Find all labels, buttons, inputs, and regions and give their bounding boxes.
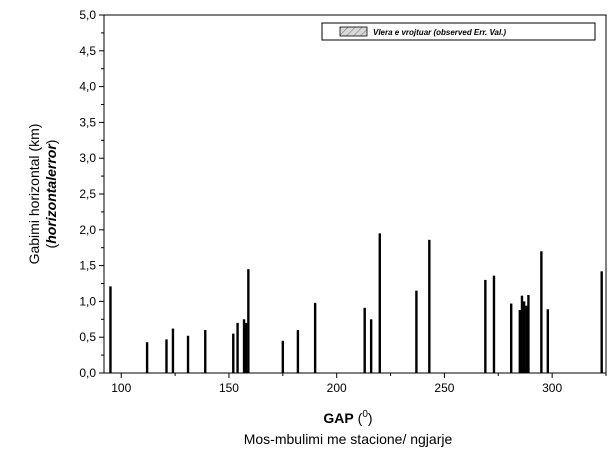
y-axis-title: Gabimi horizontal (km) (horizontalerror) <box>26 124 59 265</box>
bar <box>242 319 246 373</box>
legend: Vlera e vrojtuar (observed Err. Val.) <box>321 22 596 41</box>
y-tick-label: 5,0 <box>79 8 96 22</box>
bar <box>546 309 550 373</box>
bar <box>415 290 418 373</box>
bars-group <box>109 233 603 373</box>
x-tick-label: 250 <box>434 381 454 395</box>
bar <box>186 335 190 373</box>
bar <box>313 302 317 373</box>
bar <box>522 301 526 373</box>
bar <box>527 294 530 373</box>
bar <box>232 333 235 373</box>
x-tick-label: 100 <box>111 381 131 395</box>
bar <box>109 286 112 373</box>
bar <box>247 269 250 373</box>
y-axis: 0,0 0,5 1,0 1,5 2,0 2,5 3,0 3,5 4,0 4,5 5,0 <box>79 8 104 380</box>
x-tick-label: 300 <box>542 381 562 395</box>
y-tick-label: 0,0 <box>79 366 96 380</box>
bar <box>165 339 168 373</box>
bar <box>204 330 207 373</box>
legend-swatch <box>339 26 368 37</box>
bar <box>510 303 513 373</box>
bar <box>369 319 373 373</box>
bar <box>281 340 285 373</box>
x-axis: 100 150 200 250 300 <box>111 373 607 395</box>
x-tick-label: 150 <box>219 381 239 395</box>
plot-frame <box>103 14 607 374</box>
y-tick-label: 2,0 <box>79 223 96 237</box>
bar <box>525 305 528 373</box>
bar <box>171 328 175 373</box>
bar <box>296 330 300 373</box>
bar <box>600 271 603 373</box>
bar <box>518 309 522 373</box>
bar <box>378 233 381 373</box>
legend-label: Vlera e vrojtuar (observed Err. Val.) <box>373 28 506 37</box>
y-tick-label: 1,5 <box>79 259 96 273</box>
bar <box>236 322 239 373</box>
legend-box <box>321 22 596 41</box>
y-tick-label: 4,0 <box>79 80 96 94</box>
y-tick-label: 4,5 <box>79 44 96 58</box>
bar <box>363 307 366 373</box>
bar <box>492 275 496 373</box>
y-axis-title-line2: (horizontalerror) <box>43 140 59 249</box>
x-axis-title: GAP (0) <box>323 409 372 426</box>
y-tick-label: 1,0 <box>79 294 96 308</box>
x-axis-subtitle: Mos-mbulimi me stacione/ ngjarje <box>244 431 453 447</box>
y-tick-label: 2,5 <box>79 187 96 201</box>
y-tick-label: 0,5 <box>79 330 96 344</box>
bar <box>484 279 487 373</box>
bar <box>244 322 248 373</box>
bar <box>145 342 149 373</box>
y-tick-label: 3,0 <box>79 151 96 165</box>
bar <box>540 251 543 373</box>
y-tick-label: 3,5 <box>79 115 96 129</box>
x-tick-label: 200 <box>327 381 347 395</box>
bar <box>428 239 431 373</box>
bar <box>520 295 524 373</box>
y-axis-title-line1: Gabimi horizontal (km) <box>26 124 42 265</box>
